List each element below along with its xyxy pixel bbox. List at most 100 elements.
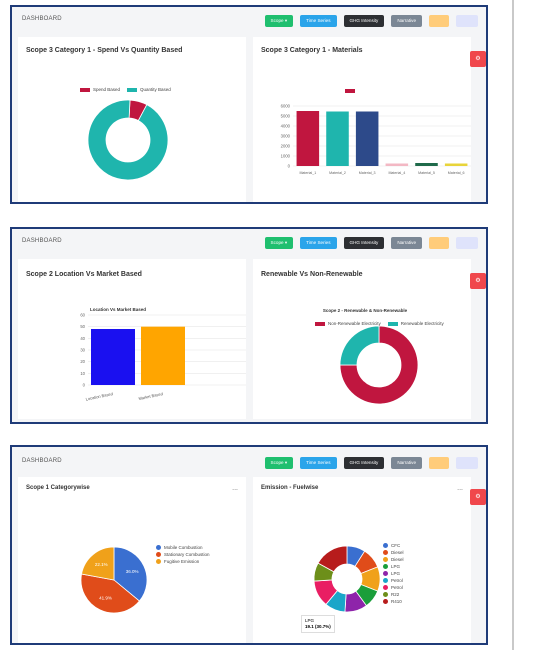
legend-label: Spend Based [93,87,121,92]
bar [385,163,409,166]
bar-chart-location-market: Location Vs Market Based 0 10 20 30 40 50 60 Lo… [80,307,246,402]
legend-swatch-quantity [127,87,138,92]
y-tick-label: 20 [80,359,85,364]
card-title: Renewable Vs Non-Renewable [261,271,363,278]
scope-dropdown-button[interactable]: Scope ▾ [264,237,294,249]
x-tick-label: Material_6 [448,171,465,175]
pie-chart-scope1: 36.0% 41.9% 22.1% [80,546,148,614]
card-title: Scope 2 Location Vs Market Based [26,271,142,278]
dashboard-title: DASHBOARD [22,458,62,464]
scope-dropdown-button[interactable]: Scope ▾ [264,15,294,27]
y-tick-label: 3000 [281,134,291,139]
chart-legend: Spend Based Quantity Based [80,87,171,92]
legend-item: Petrol [383,578,423,583]
legend-label: Petrol [391,578,403,583]
materials-card: Scope 3 Category 1 - Materials 0 1000 2000… [253,37,471,202]
dashboard-panel-3: DASHBOARD Scope ▾ Time Series GHG Intens… [10,445,488,645]
bar [141,326,185,385]
narrative-button[interactable]: Narrative [391,237,422,249]
scope1-categorywise-card: Scope 1 Categorywise ... 36.0% 41.9% 22.1%… [18,477,246,643]
ghg-intensity-button[interactable]: GHG Intensity [343,237,385,249]
card-title: Scope 3 Category 1 - Spend Vs Quantity B… [26,47,183,54]
y-tick-label: 60 [80,313,85,318]
card-title: Emission - Fuelwise [261,485,319,491]
legend-item: R410 [383,599,423,604]
bar [91,329,135,385]
slice-label: 22.1% [95,562,108,567]
legend-item: CFC [383,543,423,548]
y-tick-label: 1000 [281,154,291,159]
x-tick-label: Material_1 [299,171,316,175]
legend-swatch [345,89,355,93]
x-tick-label: Market Based [138,391,163,401]
ghg-intensity-button[interactable]: GHG Intensity [343,15,385,27]
narrative-button[interactable]: Narrative [391,15,422,27]
dashboard-title: DASHBOARD [22,16,62,22]
orange-button[interactable] [429,15,449,27]
legend-item: Diesel [383,557,423,562]
refresh-button[interactable]: ⚙ [470,51,486,67]
legend-dot [383,592,388,597]
legend-label: Quantity Based [140,87,171,92]
scope-dropdown-button[interactable]: Scope ▾ [264,457,294,469]
legend-item: Diesel [383,550,423,555]
time-series-button[interactable]: Time Series [300,15,337,27]
y-tick-label: 4000 [281,124,291,129]
chart-title: Scope 2 - Renewable & Non-Renewable [323,308,408,313]
legend-dot [383,571,388,576]
bar [355,111,379,166]
legend-label: LPG [391,571,401,576]
ghg-intensity-button[interactable]: GHG Intensity [343,457,385,469]
legend-label: Diesel [391,557,404,562]
legend-item: R22 [383,592,423,597]
time-series-button[interactable]: Time Series [300,237,337,249]
x-tick-label: Material_3 [359,171,376,175]
legend-swatch-nonrenewable [315,321,325,326]
legend-label: Non-Renewable Electricity [328,321,381,326]
x-tick-label: Material_4 [388,171,405,175]
more-menu-icon[interactable]: ... [232,485,238,492]
light-button[interactable] [456,15,478,27]
slice-label: 36.0% [126,569,139,574]
narrative-button[interactable]: Narrative [391,457,422,469]
legend-label: R22 [391,592,400,597]
time-series-button[interactable]: Time Series [300,457,337,469]
dashboard-header: DASHBOARD Scope ▾ Time Series GHG Intens… [12,7,486,35]
bar [415,163,438,166]
light-button[interactable] [456,237,478,249]
y-tick-label: 10 [80,371,85,376]
bar [296,111,320,166]
legend-item: LPG [383,564,423,569]
y-tick-label: 5000 [281,114,291,119]
page-edge-rule [512,0,514,650]
card-title: Scope 3 Category 1 - Materials [261,47,363,54]
legend-dot [383,550,388,555]
y-tick-label: 40 [80,336,85,341]
orange-button[interactable] [429,237,449,249]
legend-item: LPG [383,571,423,576]
pie-slice [339,325,419,405]
light-button[interactable] [456,457,478,469]
y-tick-label: 2000 [281,144,291,149]
donut-chart-renewable: Scope 2 - Renewable & Non-Renewable [323,308,419,405]
more-menu-icon[interactable]: ... [457,485,463,492]
legend-item: Mobile Combustion [156,545,212,550]
pie-slice [80,573,140,614]
legend-dot [383,543,388,548]
refresh-button[interactable]: ⚙ [470,273,486,289]
legend-dot [383,599,388,604]
chart-legend: Mobile Combustion Stationary Combustion … [156,545,212,566]
dashboard-panel-2: DASHBOARD Scope ▾ Time Series GHG Intens… [10,227,488,424]
location-vs-market-card: Scope 2 Location Vs Market Based Locatio… [18,259,246,419]
refresh-button[interactable]: ⚙ [470,489,486,505]
pie-slice [317,545,348,573]
donut-chart-fuelwise [313,545,381,613]
legend-label: Petrol [391,585,403,590]
chart-legend [345,89,358,93]
chart-tooltip: LPG 19.1 (30.7%) [301,615,335,633]
x-tick-label: Material_2 [329,171,346,175]
legend-item: Petrol [383,585,423,590]
pie-slice [87,99,169,181]
chart-title: Location Vs Market Based [90,307,146,312]
orange-button[interactable] [429,457,449,469]
